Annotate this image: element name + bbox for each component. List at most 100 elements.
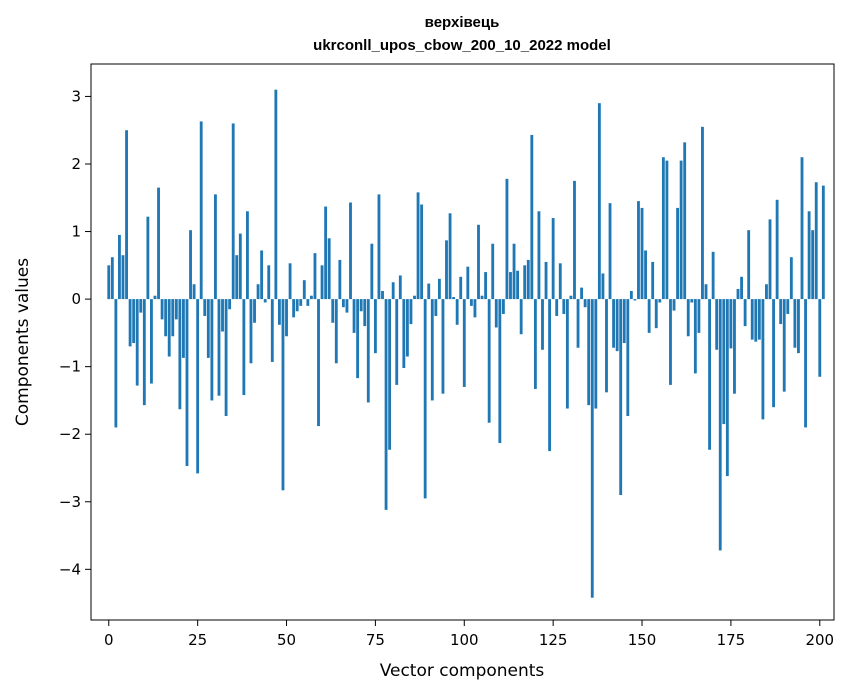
bar-62 <box>327 238 331 300</box>
bar-44 <box>263 299 267 303</box>
bar-58 <box>313 253 317 300</box>
x-tick-label: 175 <box>717 631 746 649</box>
bar-126 <box>555 299 559 316</box>
bar-130 <box>569 295 573 300</box>
bar-115 <box>516 270 520 300</box>
bar-164 <box>690 299 694 303</box>
bar-13 <box>153 295 157 300</box>
bar-137 <box>594 299 598 409</box>
x-tick-label: 75 <box>366 631 385 649</box>
bar-180 <box>747 230 751 300</box>
bar-139 <box>601 273 605 300</box>
bar-133 <box>580 287 584 300</box>
bar-36 <box>235 255 239 300</box>
bar-55 <box>302 280 306 300</box>
bar-158 <box>669 299 672 385</box>
bar-128 <box>562 299 566 314</box>
bar-149 <box>637 201 640 300</box>
y-tick-label: 1 <box>71 223 81 241</box>
bar-91 <box>430 299 434 401</box>
bar-125 <box>551 218 555 300</box>
bar-71 <box>359 299 363 312</box>
bar-108 <box>491 243 495 300</box>
bar-153 <box>651 261 655 300</box>
bar-157 <box>665 160 669 300</box>
bar-118 <box>526 259 530 300</box>
bar-59 <box>317 299 320 427</box>
bar-38 <box>242 299 246 396</box>
bar-174 <box>725 299 729 477</box>
bar-86 <box>413 295 416 300</box>
bar-146 <box>626 299 630 416</box>
bar-161 <box>679 160 683 300</box>
bar-159 <box>672 299 676 311</box>
bar-41 <box>253 299 256 323</box>
bar-42 <box>256 284 260 300</box>
bar-67 <box>345 299 349 313</box>
bar-88 <box>420 204 424 300</box>
bar-97 <box>452 297 456 300</box>
x-tick-label: 25 <box>188 631 207 649</box>
bar-7 <box>132 299 136 344</box>
bar-106 <box>484 272 488 300</box>
bar-17 <box>167 299 171 357</box>
y-axis-ticks: −4 −3 −2 −1 0 1 2 3 <box>59 87 91 578</box>
bar-79 <box>388 299 392 450</box>
x-tick-label: 100 <box>450 631 479 649</box>
bar-94 <box>441 299 445 394</box>
bar-3 <box>118 234 121 300</box>
bar-136 <box>590 299 594 598</box>
bar-172 <box>718 299 722 551</box>
bar-53 <box>295 299 299 312</box>
bar-68 <box>349 202 352 300</box>
bar-155 <box>658 299 662 303</box>
bar-169 <box>708 299 711 450</box>
bar-184 <box>761 299 765 420</box>
bar-188 <box>775 199 779 300</box>
bar-16 <box>164 299 168 337</box>
bar-105 <box>480 295 484 300</box>
bar-22 <box>185 299 189 466</box>
bar-52 <box>292 299 296 318</box>
bar-141 <box>608 203 612 300</box>
y-tick-label: −4 <box>59 560 81 578</box>
bar-34 <box>228 299 232 310</box>
bar-111 <box>501 299 505 314</box>
bar-145 <box>622 299 626 344</box>
bar-176 <box>733 299 736 394</box>
bar-73 <box>366 299 370 403</box>
bar-19 <box>174 299 178 320</box>
bar-81 <box>395 299 399 385</box>
bar-18 <box>171 299 175 337</box>
y-axis-label: Components values <box>13 258 33 426</box>
y-tick-label: 2 <box>71 155 81 173</box>
x-axis-label: Vector components <box>380 661 545 681</box>
bar-103 <box>473 299 477 318</box>
bar-20 <box>178 299 182 410</box>
bar-31 <box>217 299 221 396</box>
bar-186 <box>768 219 772 300</box>
bar-87 <box>416 192 420 300</box>
bar-170 <box>711 251 715 300</box>
bar-195 <box>800 157 804 300</box>
bar-27 <box>203 299 207 316</box>
bar-56 <box>306 299 310 306</box>
bar-175 <box>729 299 733 349</box>
bar-123 <box>544 261 548 300</box>
bar-132 <box>576 299 580 348</box>
bar-29 <box>210 299 214 401</box>
y-tick-label: 0 <box>71 290 81 308</box>
bar-194 <box>797 299 800 354</box>
x-tick-label: 200 <box>805 631 834 649</box>
bar-193 <box>793 299 797 348</box>
bar-24 <box>192 284 196 300</box>
bar-11 <box>146 216 150 300</box>
bar-21 <box>182 299 185 358</box>
bar-98 <box>455 299 459 325</box>
bar-65 <box>338 259 342 300</box>
bar-134 <box>583 299 587 308</box>
bar-109 <box>494 299 498 328</box>
bar-48 <box>277 299 281 325</box>
bar-196 <box>804 299 807 428</box>
